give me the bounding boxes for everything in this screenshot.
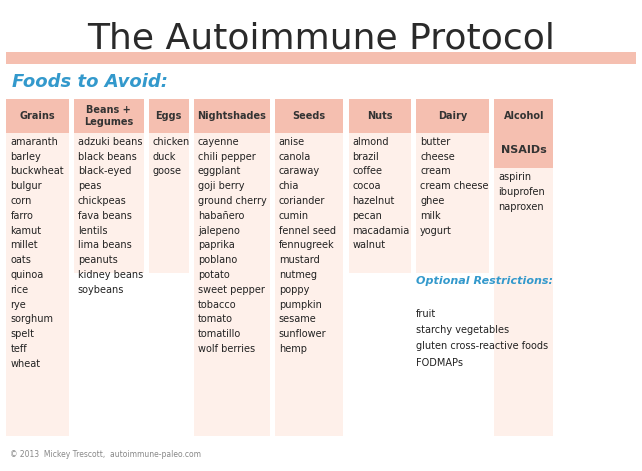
Text: almond
brazil
coffee
cocoa
hazelnut
pecan
macadamia
walnut: almond brazil coffee cocoa hazelnut peca… (352, 137, 410, 251)
FancyBboxPatch shape (194, 99, 270, 133)
Text: The Autoimmune Protocol: The Autoimmune Protocol (87, 21, 555, 55)
FancyBboxPatch shape (74, 133, 144, 273)
FancyBboxPatch shape (6, 133, 69, 436)
Text: aspirin
ibuprofen
naproxen: aspirin ibuprofen naproxen (498, 172, 545, 212)
FancyBboxPatch shape (349, 99, 411, 133)
Text: NSAIDs: NSAIDs (501, 146, 547, 155)
FancyBboxPatch shape (6, 52, 636, 64)
Text: Grains: Grains (20, 111, 55, 121)
FancyBboxPatch shape (416, 99, 489, 133)
FancyBboxPatch shape (494, 99, 553, 133)
Text: butter
cheese
cream
cream cheese
ghee
milk
yogurt: butter cheese cream cream cheese ghee mi… (420, 137, 489, 236)
Text: © 2013  Mickey Trescott,  autoimmune-paleo.com: © 2013 Mickey Trescott, autoimmune-paleo… (10, 450, 201, 459)
FancyBboxPatch shape (6, 99, 69, 133)
Text: Beans +
Legumes: Beans + Legumes (84, 105, 134, 127)
FancyBboxPatch shape (275, 133, 343, 436)
FancyBboxPatch shape (74, 99, 144, 133)
FancyBboxPatch shape (416, 133, 489, 273)
FancyBboxPatch shape (494, 133, 553, 168)
Text: Dairy: Dairy (438, 111, 467, 121)
FancyBboxPatch shape (275, 99, 343, 133)
Text: chicken
duck
goose: chicken duck goose (153, 137, 190, 177)
FancyBboxPatch shape (494, 168, 553, 436)
Text: fruit
starchy vegetables
gluten cross-reactive foods
FODMAPs: fruit starchy vegetables gluten cross-re… (416, 309, 548, 368)
FancyBboxPatch shape (349, 133, 411, 273)
Text: Alcohol: Alcohol (503, 111, 544, 121)
Text: adzuki beans
black beans
black-eyed
peas
chickpeas
fava beans
lentils
lima beans: adzuki beans black beans black-eyed peas… (78, 137, 143, 295)
Text: Seeds: Seeds (293, 111, 325, 121)
Text: Eggs: Eggs (155, 111, 182, 121)
Text: Optional Restrictions:: Optional Restrictions: (416, 276, 553, 285)
Text: Nightshades: Nightshades (197, 111, 266, 121)
Text: cayenne
chili pepper
eggplant
goji berry
ground cherry
habañero
jalepeno
paprika: cayenne chili pepper eggplant goji berry… (198, 137, 266, 354)
FancyBboxPatch shape (149, 99, 189, 133)
FancyBboxPatch shape (194, 133, 270, 436)
Text: Foods to Avoid:: Foods to Avoid: (12, 73, 168, 91)
Text: amaranth
barley
buckwheat
bulgur
corn
farro
kamut
millet
oats
quinoa
rice
rye
so: amaranth barley buckwheat bulgur corn fa… (10, 137, 64, 369)
Text: anise
canola
caraway
chia
coriander
cumin
fennel seed
fennugreek
mustard
nutmeg
: anise canola caraway chia coriander cumi… (279, 137, 336, 354)
Text: Nuts: Nuts (367, 111, 392, 121)
FancyBboxPatch shape (149, 133, 189, 273)
